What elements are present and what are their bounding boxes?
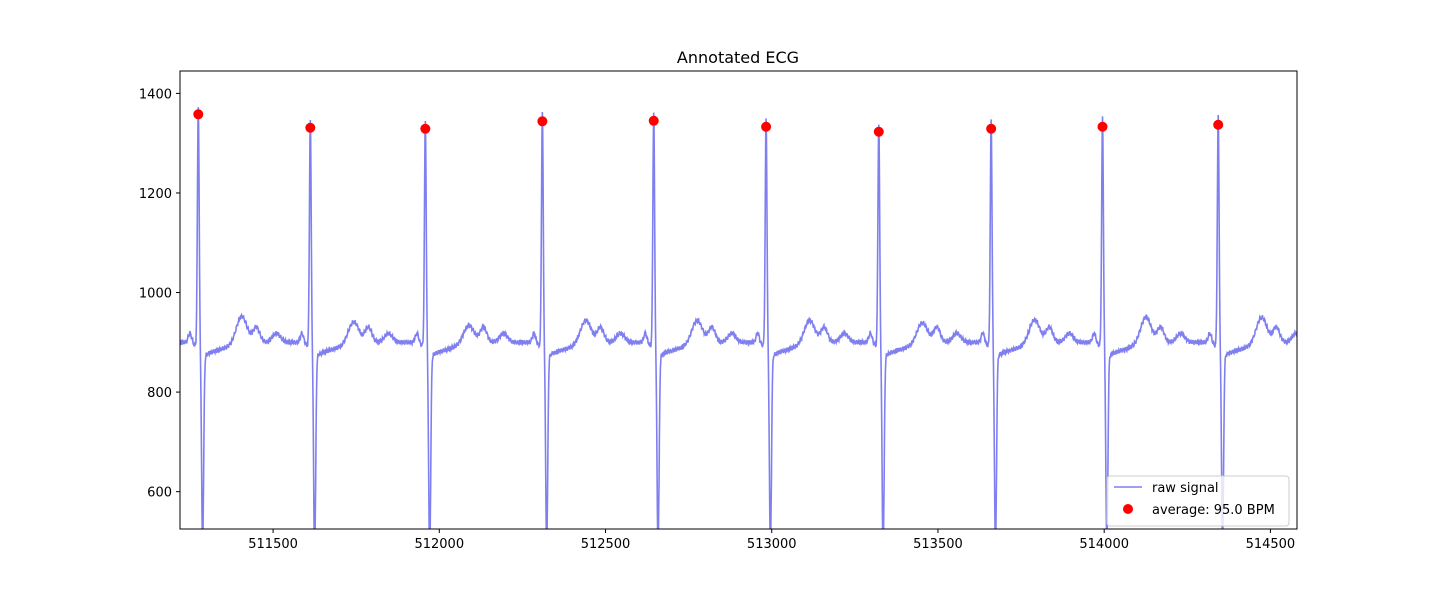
x-tick-label: 513000 <box>747 537 797 552</box>
legend-box <box>1106 475 1290 527</box>
y-tick-label: 600 <box>147 486 172 501</box>
x-tick-label: 514000 <box>1079 537 1129 552</box>
x-axis: 511500 512000 512500 513000 513500 514000 5145… <box>248 529 1295 552</box>
plot-frame <box>179 70 1298 530</box>
r-peak-marker <box>305 122 316 133</box>
legend: raw signal average: 95.0 BPM <box>1106 475 1290 527</box>
r-peak-marker <box>648 115 659 126</box>
y-tick-label: 1000 <box>139 287 172 302</box>
r-peak-marker <box>537 116 548 127</box>
y-tick-label: 1400 <box>139 87 172 102</box>
y-tick-label: 1200 <box>139 187 172 202</box>
plot-area <box>179 70 1298 530</box>
legend-dot-swatch <box>1123 504 1133 514</box>
x-tick-label: 513500 <box>913 537 963 552</box>
raw-signal-line <box>180 107 1297 529</box>
r-peak-marker <box>1213 119 1224 130</box>
chart-title: Annotated ECG <box>677 48 799 67</box>
r-peak-marker <box>873 126 884 137</box>
x-tick-label: 511500 <box>248 537 298 552</box>
legend-label-raw-signal: raw signal <box>1152 481 1219 496</box>
r-peak-marker <box>1097 121 1108 132</box>
x-tick-label: 514500 <box>1246 537 1296 552</box>
y-tick-label: 800 <box>147 386 172 401</box>
r-peak-marker <box>761 121 772 132</box>
r-peak-marker <box>420 123 431 134</box>
y-axis: 600 800 1000 1200 1400 <box>139 87 180 501</box>
x-tick-label: 512000 <box>414 537 464 552</box>
r-peak-marker <box>193 109 204 120</box>
r-peak-marker <box>986 123 997 134</box>
legend-label-average-bpm: average: 95.0 BPM <box>1152 503 1275 518</box>
x-tick-label: 512500 <box>581 537 631 552</box>
